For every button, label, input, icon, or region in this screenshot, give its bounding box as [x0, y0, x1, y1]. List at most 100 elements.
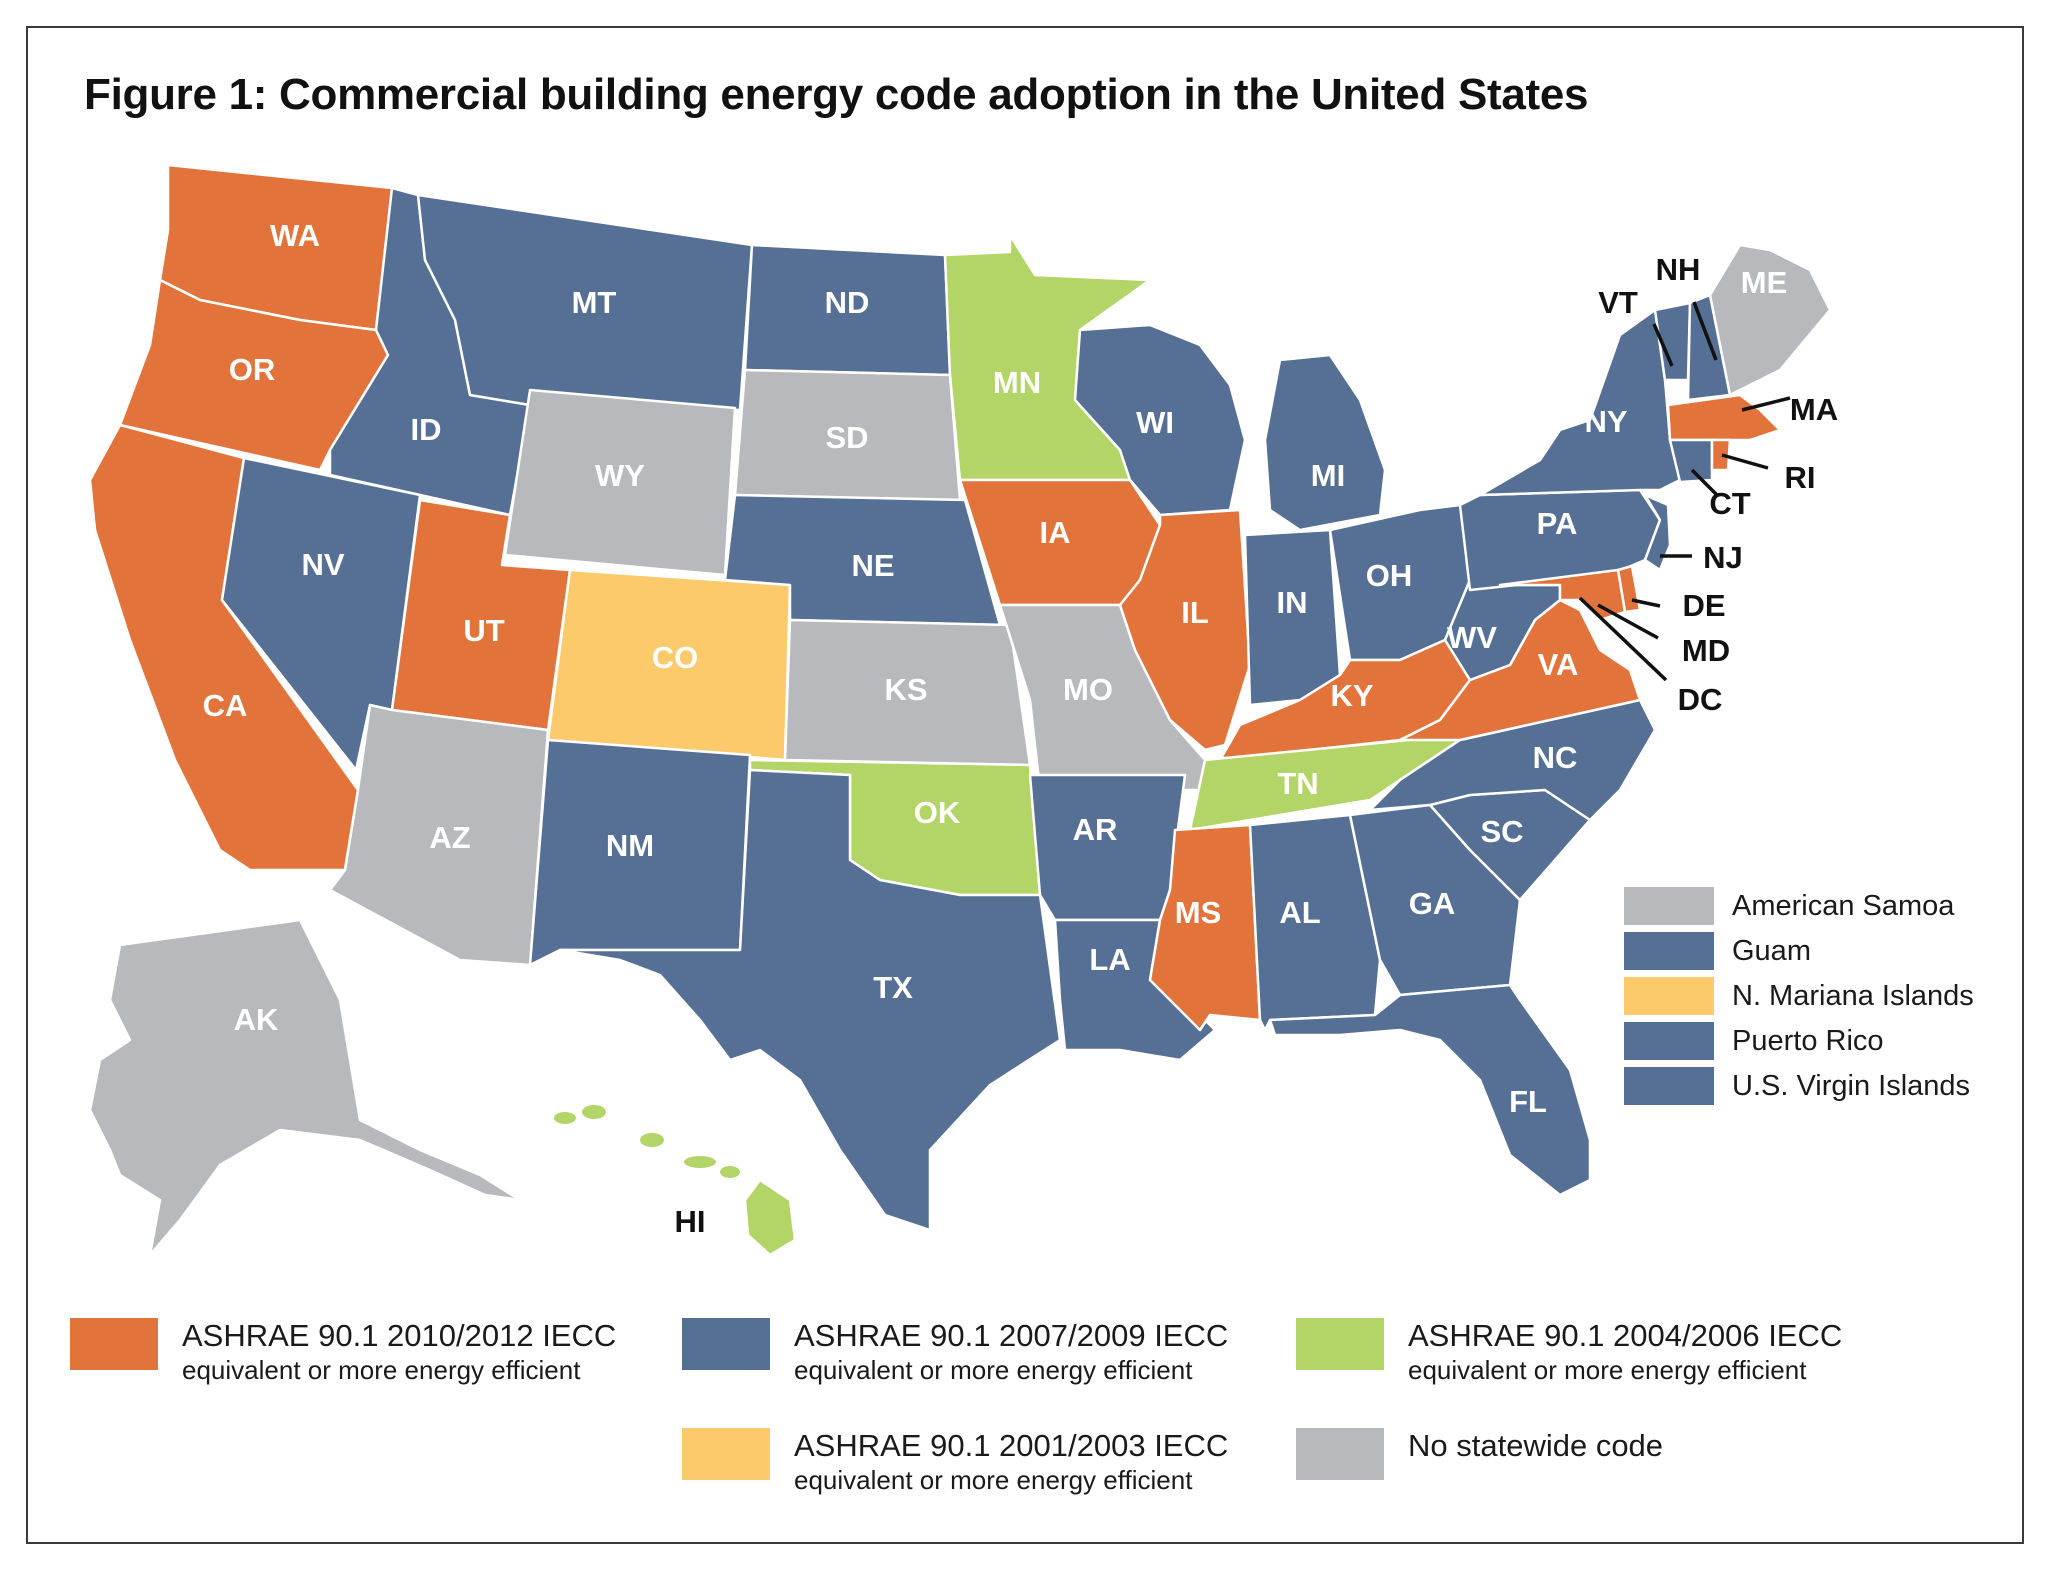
label-sd: SD: [825, 420, 868, 455]
label-in: IN: [1277, 585, 1308, 620]
label-vt: VT: [1598, 285, 1638, 320]
label-il: IL: [1181, 595, 1209, 630]
state-fl[interactable]: [1268, 983, 1592, 1197]
label-hi: HI: [675, 1204, 706, 1239]
state-me[interactable]: [1708, 243, 1832, 397]
state-ak[interactable]: [88, 918, 522, 1257]
hawaii-islands: [554, 1105, 740, 1178]
legend-subtitle: equivalent or more energy efficient: [794, 1465, 1193, 1495]
label-id: ID: [411, 412, 442, 447]
legend-swatch: [682, 1318, 770, 1370]
territory-guam: Guam: [1624, 929, 1974, 973]
figure-title: Figure 1: Commercial building energy cod…: [84, 70, 1589, 119]
territory-label: Puerto Rico: [1732, 1024, 1884, 1057]
territory-label: N. Mariana Islands: [1732, 979, 1974, 1012]
label-ne: NE: [851, 548, 894, 583]
legend-swatch: [1296, 1318, 1384, 1370]
state-md[interactable]: [1498, 568, 1627, 622]
label-mo: MO: [1063, 672, 1113, 707]
label-mi: MI: [1311, 458, 1345, 493]
label-ny: NY: [1584, 404, 1627, 439]
label-pa: PA: [1537, 506, 1578, 541]
label-va: VA: [1538, 647, 1579, 682]
label-ak: AK: [234, 1002, 279, 1037]
label-ok: OK: [914, 795, 961, 830]
label-al: AL: [1279, 895, 1320, 930]
label-mn: MN: [993, 365, 1041, 400]
territory-label: U.S. Virgin Islands: [1732, 1069, 1971, 1102]
territory-swatch: [1624, 887, 1714, 925]
territory-swatch: [1624, 932, 1714, 970]
state-ny[interactable]: [1478, 308, 1682, 497]
label-tn: TN: [1277, 766, 1318, 801]
legend-title: ASHRAE 90.1 2010/2012 IECC: [182, 1318, 617, 1353]
territory-puerto-rico: Puerto Rico: [1624, 1019, 1974, 1063]
label-sc: SC: [1480, 814, 1523, 849]
territory-american-samoa: American Samoa: [1624, 884, 1974, 928]
label-az: AZ: [429, 820, 470, 855]
label-nj: NJ: [1703, 540, 1743, 575]
legend-item-2004-2006: ASHRAE 90.1 2004/2006 IECC equivalent or…: [1296, 1318, 1842, 1386]
label-ut: UT: [463, 613, 504, 648]
legend-item-2007-2009: ASHRAE 90.1 2007/2009 IECC equivalent or…: [682, 1318, 1228, 1386]
label-ga: GA: [1409, 886, 1456, 921]
legend-swatch: [682, 1428, 770, 1480]
legend-item-2010-2012: ASHRAE 90.1 2010/2012 IECC equivalent or…: [70, 1318, 616, 1386]
label-dc: DC: [1678, 682, 1723, 717]
label-ms: MS: [1175, 895, 1222, 930]
legend-item-2001-2003: ASHRAE 90.1 2001/2003 IECC equivalent or…: [682, 1428, 1228, 1496]
label-nd: ND: [825, 285, 870, 320]
label-ia: IA: [1040, 515, 1071, 550]
label-fl: FL: [1509, 1084, 1547, 1119]
territory-swatch: [1624, 977, 1714, 1015]
state-mi[interactable]: [1263, 353, 1387, 532]
label-wa: WA: [270, 218, 320, 253]
state-ct[interactable]: [1668, 438, 1714, 484]
legend-subtitle: equivalent or more energy efficient: [1408, 1355, 1807, 1385]
territory-label: Guam: [1732, 934, 1811, 967]
label-mt: MT: [572, 285, 617, 320]
label-wy: WY: [595, 458, 645, 493]
legend-item-no-statewide-code: No statewide code: [1296, 1428, 1663, 1480]
label-nc: NC: [1533, 740, 1578, 775]
label-ks: KS: [884, 672, 927, 707]
legend-swatch: [70, 1318, 158, 1370]
label-tx: TX: [873, 970, 913, 1005]
territory-swatch: [1624, 1022, 1714, 1060]
label-wv: WV: [1447, 620, 1497, 655]
label-nv: NV: [301, 547, 344, 582]
legend-title: ASHRAE 90.1 2007/2009 IECC: [794, 1318, 1229, 1353]
territory-n-mariana-islands: N. Mariana Islands: [1624, 974, 1974, 1018]
label-ct: CT: [1709, 486, 1750, 521]
legend-subtitle: equivalent or more energy efficient: [794, 1355, 1193, 1385]
label-ar: AR: [1073, 812, 1118, 847]
label-la: LA: [1089, 942, 1130, 977]
label-me: ME: [1741, 265, 1788, 300]
label-or: OR: [229, 352, 276, 387]
label-nm: NM: [606, 828, 654, 863]
state-hi[interactable]: [743, 1178, 797, 1257]
state-ar[interactable]: [1028, 773, 1187, 922]
label-ky: KY: [1330, 678, 1373, 713]
legend-title: ASHRAE 90.1 2004/2006 IECC: [1408, 1318, 1843, 1353]
legend-title: ASHRAE 90.1 2001/2003 IECC: [794, 1428, 1229, 1463]
label-wi: WI: [1136, 405, 1174, 440]
legend-swatch: [1296, 1428, 1384, 1480]
state-tx[interactable]: [558, 768, 1062, 1232]
legend-subtitle: equivalent or more energy efficient: [182, 1355, 581, 1385]
state-ma[interactable]: [1666, 393, 1782, 442]
state-nj[interactable]: [1643, 493, 1672, 572]
label-ma: MA: [1790, 392, 1838, 427]
label-md: MD: [1682, 633, 1730, 668]
state-ri[interactable]: [1710, 438, 1732, 472]
label-nh: NH: [1656, 252, 1701, 287]
territory-label: American Samoa: [1732, 889, 1955, 922]
territories-legend: American Samoa Guam N. Mariana Islands P…: [1624, 884, 1974, 1109]
territory-us-virgin-islands: U.S. Virgin Islands: [1624, 1064, 1974, 1108]
territory-swatch: [1624, 1067, 1714, 1105]
label-de: DE: [1682, 588, 1725, 623]
label-ca: CA: [203, 688, 248, 723]
label-leader-lines: [1578, 301, 1791, 682]
label-ri: RI: [1785, 460, 1816, 495]
